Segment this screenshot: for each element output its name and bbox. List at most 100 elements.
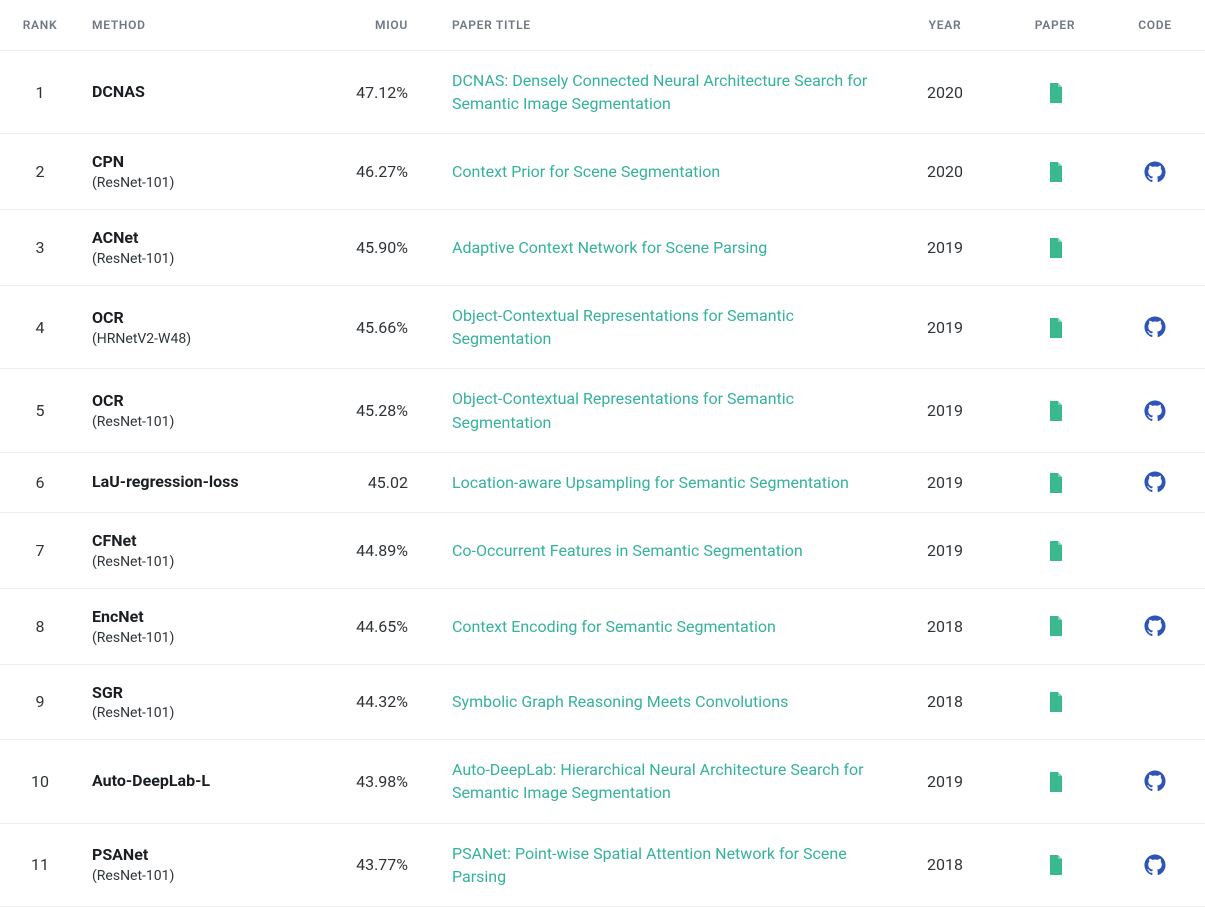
paper-icon[interactable]: [1047, 540, 1063, 559]
paper-title-link[interactable]: Location-aware Upsampling for Semantic S…: [452, 473, 849, 492]
table-row: 5OCR(ResNet-101)45.28%Object-Contextual …: [0, 369, 1205, 452]
paper-icon[interactable]: [1047, 854, 1063, 873]
leaderboard-table: RANK METHOD MIOU PAPER TITLE YEAR PAPER …: [0, 0, 1205, 907]
method-subtitle: (HRNetV2-W48): [92, 331, 308, 347]
col-header-paper[interactable]: PAPER: [1005, 0, 1105, 51]
paper-title-link[interactable]: DCNAS: Densely Connected Neural Architec…: [452, 71, 867, 113]
year-cell: 2019: [885, 210, 1005, 286]
rank-cell: 10: [0, 740, 80, 823]
table-header-row: RANK METHOD MIOU PAPER TITLE YEAR PAPER …: [0, 0, 1205, 51]
paper-link-cell: [1005, 285, 1105, 368]
method-cell[interactable]: ACNet (ResNet-101): [80, 210, 320, 286]
paper-title-cell: Symbolic Graph Reasoning Meets Convoluti…: [440, 664, 885, 740]
method-cell[interactable]: SGR(ResNet-101): [80, 664, 320, 740]
paper-title-link[interactable]: Object-Contextual Representations for Se…: [452, 389, 794, 431]
table-row: 9SGR(ResNet-101)44.32%Symbolic Graph Rea…: [0, 664, 1205, 740]
paper-icon[interactable]: [1047, 82, 1063, 101]
paper-title-cell: Object-Contextual Representations for Se…: [440, 285, 885, 368]
method-name: OCR: [92, 308, 308, 329]
method-subtitle: (ResNet-101): [92, 251, 308, 267]
col-header-miou[interactable]: MIOU: [320, 0, 440, 51]
miou-cell: 44.89%: [320, 512, 440, 588]
paper-link-cell: [1005, 134, 1105, 210]
paper-title-link[interactable]: PSANet: Point-wise Spatial Attention Net…: [452, 844, 847, 886]
method-name: PSANet: [92, 845, 308, 866]
method-cell[interactable]: Auto-DeepLab-L: [80, 740, 320, 823]
paper-icon[interactable]: [1047, 472, 1063, 491]
paper-icon[interactable]: [1047, 317, 1063, 336]
method-name: DCNAS: [92, 82, 308, 103]
paper-title-link[interactable]: Auto-DeepLab: Hierarchical Neural Archit…: [452, 760, 864, 802]
paper-link-cell: [1005, 210, 1105, 286]
method-subtitle: (ResNet-101): [92, 554, 308, 570]
method-cell[interactable]: DCNAS: [80, 51, 320, 134]
paper-title-link[interactable]: Context Encoding for Semantic Segmentati…: [452, 617, 776, 636]
method-cell[interactable]: CPN(ResNet-101): [80, 134, 320, 210]
method-cell[interactable]: PSANet(ResNet-101): [80, 823, 320, 906]
paper-icon[interactable]: [1047, 616, 1063, 635]
paper-link-cell: [1005, 588, 1105, 664]
paper-icon[interactable]: [1047, 692, 1063, 711]
paper-link-cell: [1005, 740, 1105, 823]
miou-cell: 43.98%: [320, 740, 440, 823]
method-name: ACNet: [92, 228, 308, 249]
github-icon[interactable]: [1144, 472, 1166, 491]
rank-cell: 6: [0, 452, 80, 512]
miou-cell: 47.12%: [320, 51, 440, 134]
github-icon[interactable]: [1144, 771, 1166, 790]
table-row: 1DCNAS47.12%DCNAS: Densely Connected Neu…: [0, 51, 1205, 134]
table-row: 8EncNet(ResNet-101)44.65% Context Encodin…: [0, 588, 1205, 664]
rank-cell: 9: [0, 664, 80, 740]
method-cell[interactable]: OCR (HRNetV2-W48): [80, 285, 320, 368]
paper-icon[interactable]: [1047, 400, 1063, 419]
paper-title-cell: Co-Occurrent Features in Semantic Segmen…: [440, 512, 885, 588]
col-header-code[interactable]: CODE: [1105, 0, 1205, 51]
method-name: CFNet: [92, 531, 308, 552]
code-link-cell: [1105, 588, 1205, 664]
col-header-year[interactable]: YEAR: [885, 0, 1005, 51]
method-cell[interactable]: EncNet(ResNet-101): [80, 588, 320, 664]
method-name: Auto-DeepLab-L: [92, 771, 308, 792]
paper-title-cell: Object-Contextual Representations for Se…: [440, 369, 885, 452]
col-header-method[interactable]: METHOD: [80, 0, 320, 51]
col-header-title[interactable]: PAPER TITLE: [440, 0, 885, 51]
github-icon[interactable]: [1144, 161, 1166, 180]
github-icon[interactable]: [1144, 615, 1166, 634]
miou-cell: 43.77%: [320, 823, 440, 906]
rank-cell: 4: [0, 285, 80, 368]
method-cell[interactable]: CFNet (ResNet-101): [80, 512, 320, 588]
rank-cell: 8: [0, 588, 80, 664]
table-row: 10 Auto-DeepLab-L 43.98% Auto-DeepLab: Hier…: [0, 740, 1205, 823]
paper-icon[interactable]: [1047, 771, 1063, 790]
year-cell: 2019: [885, 452, 1005, 512]
code-link-cell: [1105, 823, 1205, 906]
paper-link-cell: [1005, 512, 1105, 588]
code-link-cell: [1105, 210, 1205, 286]
paper-icon[interactable]: [1047, 161, 1063, 180]
method-cell[interactable]: OCR(ResNet-101): [80, 369, 320, 452]
paper-icon[interactable]: [1047, 237, 1063, 256]
table-row: 3ACNet(ResNet-101)45.90%Adaptive Context…: [0, 210, 1205, 286]
paper-title-link[interactable]: Object-Contextual Representations for Se…: [452, 306, 794, 348]
method-name: CPN: [92, 152, 308, 173]
miou-cell: 45.02: [320, 452, 440, 512]
paper-title-link[interactable]: Context Prior for Scene Segmentation: [452, 162, 720, 181]
github-icon[interactable]: [1144, 316, 1166, 335]
github-icon[interactable]: [1144, 400, 1166, 419]
paper-title-link[interactable]: Co-Occurrent Features in Semantic Segmen…: [452, 541, 803, 560]
method-name: EncNet: [92, 607, 308, 628]
miou-cell: 45.28%: [320, 369, 440, 452]
paper-title-link[interactable]: Symbolic Graph Reasoning Meets Convoluti…: [452, 692, 788, 711]
col-header-rank[interactable]: RANK: [0, 0, 80, 51]
code-link-cell: [1105, 285, 1205, 368]
paper-title-link[interactable]: Adaptive Context Network for Scene Parsi…: [452, 238, 767, 257]
paper-link-cell: [1005, 51, 1105, 134]
method-cell[interactable]: LaU-regression-loss: [80, 452, 320, 512]
table-row: 7CFNet(ResNet-101)44.89%Co-Occurrent Fea…: [0, 512, 1205, 588]
method-name: LaU-regression-loss: [92, 472, 308, 493]
method-name: OCR: [92, 391, 308, 412]
miou-cell: 44.65%: [320, 588, 440, 664]
github-icon[interactable]: [1144, 854, 1166, 873]
table-row: 11PSANet(ResNet-101)43.77%PSANet: Point-…: [0, 823, 1205, 906]
method-subtitle: (ResNet-101): [92, 705, 308, 721]
